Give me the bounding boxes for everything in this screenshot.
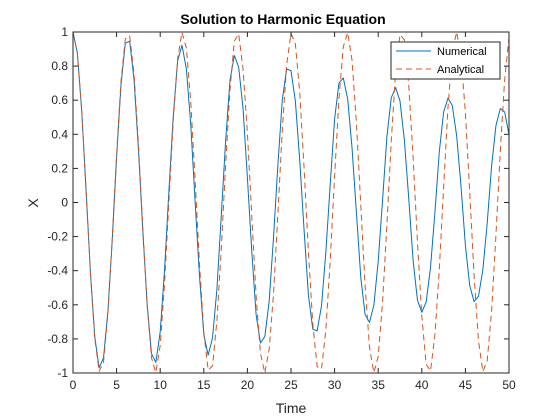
series-line-analytical <box>72 31 510 374</box>
y-tick-label: -0.6 <box>47 298 68 312</box>
x-tick-label: 50 <box>502 378 516 392</box>
x-tick-label: 30 <box>328 378 342 392</box>
y-tick-label: 0 <box>61 196 68 210</box>
x-tick-label: 35 <box>372 378 386 392</box>
x-tick-label: 45 <box>459 378 473 392</box>
x-tick-label: 0 <box>70 378 77 392</box>
chart-title: Solution to Harmonic Equation <box>180 11 385 27</box>
legend: Numerical Analytical <box>390 41 501 80</box>
y-tick-label: 0.2 <box>51 161 68 175</box>
plot-area <box>73 32 509 373</box>
x-tick-label: 5 <box>113 378 120 392</box>
y-tick-label: -1 <box>57 366 68 380</box>
tick-layer: 0 5 10 15 20 25 30 35 40 45 50 -1 -0.8 -0.6 -0.4 -0.2 0 0… <box>47 25 516 392</box>
x-tick-label: 15 <box>197 378 211 392</box>
legend-label-analytical: Analytical <box>437 64 484 76</box>
x-tick-label: 10 <box>154 378 168 392</box>
x-tick-label: 25 <box>284 378 298 392</box>
y-tick-label: 1 <box>61 25 68 39</box>
y-tick-label: -0.4 <box>47 264 68 278</box>
y-tick-label: 0.8 <box>51 59 68 73</box>
series-layer <box>72 31 510 374</box>
x-axis-label: Time <box>276 400 307 416</box>
x-tick-label: 20 <box>241 378 255 392</box>
y-tick-label: 0.6 <box>51 93 68 107</box>
y-tick-label: -0.2 <box>47 230 68 244</box>
legend-box <box>390 41 501 80</box>
legend-label-numerical: Numerical <box>437 46 487 58</box>
y-tick-label: 0.4 <box>51 127 68 141</box>
y-tick-label: -0.8 <box>47 332 68 346</box>
x-tick-label: 40 <box>415 378 429 392</box>
y-axis-label: X <box>25 198 41 208</box>
